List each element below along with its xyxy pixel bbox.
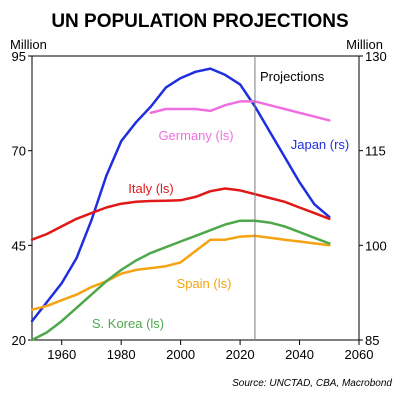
right-tick-label: 115: [365, 144, 386, 159]
x-tick-label: 1960: [47, 347, 76, 362]
x-tick-label: 2020: [226, 347, 255, 362]
axis-ticks: [28, 55, 363, 345]
x-tick-label: 2040: [285, 347, 314, 362]
series-label: Italy (ls): [128, 181, 174, 196]
x-tick-label: 1980: [107, 347, 136, 362]
series-line-germany-ls: [149, 100, 331, 122]
left-unit-label: Million: [10, 37, 47, 52]
left-tick-label: 20: [12, 333, 26, 348]
chart-title: UN POPULATION PROJECTIONS: [51, 11, 348, 32]
series-line-spain-ls: [30, 234, 331, 311]
series-label: Japan (rs): [291, 137, 350, 152]
x-tick-label: 2060: [345, 347, 374, 362]
annotation-layer: Projections: [254, 56, 325, 340]
left-tick-label: 45: [12, 238, 26, 253]
series-labels: Japan (rs) Germany (ls) Italy (ls) Spain (l…: [92, 128, 349, 331]
series-label: Spain (ls): [177, 276, 232, 291]
right-unit-label: Million: [346, 37, 383, 52]
projection-label: Projections: [260, 69, 325, 84]
plot-frame: [31, 55, 360, 341]
right-tick-label: 85: [365, 333, 379, 348]
series-line-s-korea-ls: [30, 219, 331, 342]
right-tick-label: 100: [365, 238, 387, 253]
right-tick-label: 130: [365, 49, 387, 64]
series-line-japan-rs: [30, 67, 331, 323]
left-tick-label: 70: [12, 144, 26, 159]
x-tick-label: 2000: [166, 347, 195, 362]
series-line-italy-ls: [30, 187, 331, 241]
tick-labels: 1960 1980 2000 2020 2040 2060 20 45 70 95 85 100 115…: [12, 49, 387, 362]
series-label: S. Korea (ls): [92, 316, 164, 331]
series-label: Germany (ls): [158, 128, 233, 143]
left-tick-label: 95: [12, 49, 26, 64]
source-label: Source: UNCTAD, CBA, Macrobond: [232, 378, 392, 389]
series-lines: [30, 67, 331, 342]
